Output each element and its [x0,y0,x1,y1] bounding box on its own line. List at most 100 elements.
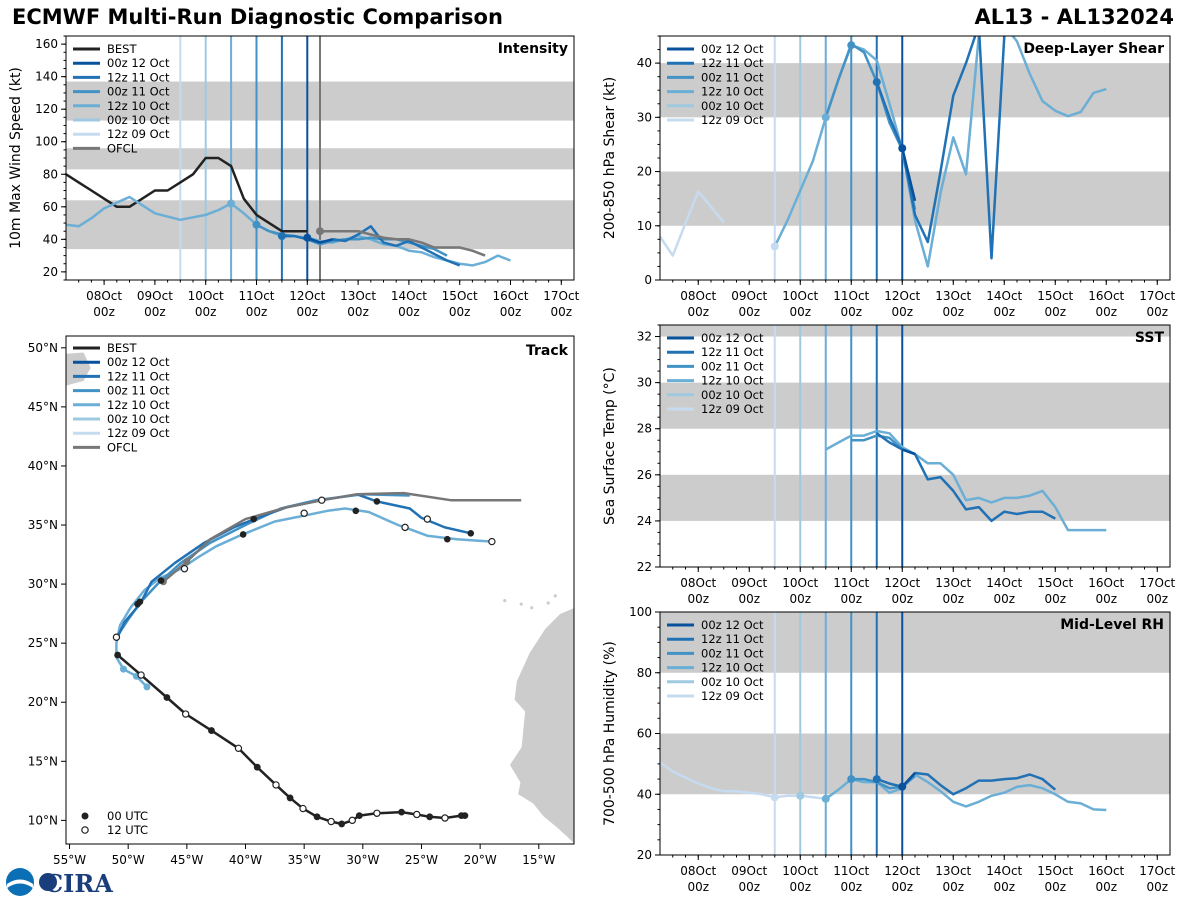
track-12utc-marker [423,515,432,523]
sst-ytick-label: 30 [637,376,652,390]
rh-marker-12z-09-oct [770,793,779,802]
intensity-legend-label: 00z 12 Oct [107,56,170,70]
intensity-xtick-label-hour: 00z [500,305,522,319]
cira-globe-icon [39,873,57,891]
shear-series-12z-09-oct [660,190,725,257]
shear-marker-00z-11-oct [847,41,856,50]
rh-xtick-label-hour: 00z [738,880,760,894]
shear-legend-label: 12z 10 Oct [701,85,764,99]
sst-legend-label: 00z 12 Oct [701,331,764,345]
rh-legend-label: 00z 10 Oct [701,675,764,689]
shear-ytick-label: 40 [637,56,652,70]
rh-xtick-label-date: 15Oct [1037,864,1073,878]
rh-xtick-label-date: 12Oct [884,864,920,878]
intensity-title: Intensity [498,41,568,57]
shear-legend-label: 12z 11 Oct [701,56,764,70]
sst-xtick-label-hour: 00z [993,592,1015,606]
track-line-best [116,654,465,826]
track-00utc-marker [467,529,475,537]
track-legend-12utc-label: 12 UTC [107,823,148,837]
track-plot-area [66,352,574,844]
sst-xtick-label-hour: 00z [1095,592,1117,606]
canary-island [546,601,550,605]
shear-xtick-label-hour: 00z [891,305,913,319]
intensity-series-best [66,156,308,233]
intensity-ytick-label: 120 [35,102,58,116]
shear-ytick-label: 20 [637,165,652,179]
rh-band [660,612,1170,673]
intensity-panel: 20 40 60 80 100 120 140 160 08Oct 00z 09Oct 00z 10Oc… [8,35,580,319]
sst-band [660,382,1170,429]
sst-series-12z-10-oct [825,429,1107,532]
intensity-xtick-label-hour: 00z [93,305,115,319]
sst-xtick-label-hour: 00z [1044,592,1066,606]
sst-xtick-label-date: 16Oct [1088,576,1124,590]
track-frame [65,335,575,845]
shear-xtick-label-hour: 00z [840,305,862,319]
track-lon-label: 50°W [112,853,145,867]
track-lat-label: 20°N [28,695,58,709]
shear-xtick-label-hour: 00z [738,305,760,319]
intensity-series-ofcl [320,229,486,257]
rh-xtick-label-date: 08Oct [680,864,716,878]
rh-marker-00z-12-oct [898,782,907,791]
shear-ytick-label: 0 [644,273,652,287]
intensity-legend-label: 00z 11 Oct [107,85,170,99]
rh-xtick-label-hour: 00z [789,880,811,894]
intensity-xtick-label-hour: 00z [551,305,573,319]
sst-legend-label: 12z 10 Oct [701,374,764,388]
sst-xtick-label-hour: 00z [1146,592,1168,606]
track-legend-label: OFCL [107,440,138,454]
rh-xtick-label-date: 09Oct [731,864,767,878]
sst-band [660,474,1170,521]
shear-ylabel: 200-850 hPa Shear (kt) [602,77,618,239]
track-line-ofcl [162,491,522,583]
sst-legend-label: 00z 11 Oct [701,359,764,373]
rh-xtick-label-date: 14Oct [986,864,1022,878]
track-dot-12z-10-oct [143,683,151,691]
rh-xtick-label-hour: 00z [891,880,913,894]
shear-legend-label: 00z 12 Oct [701,42,764,56]
sst-ytick-label: 24 [637,514,652,528]
sst-ytick-label: 28 [637,422,652,436]
intensity-series-00z-12-oct [306,236,334,244]
best-00utc-marker [355,812,363,820]
intensity-xtick-label-date: 10Oct [188,289,224,303]
sst-ytick-label: 32 [637,330,652,344]
rh-xtick-label-date: 13Oct [935,864,971,878]
track-line-12z-11-oct [115,493,472,641]
intensity-marker-00z-11-oct [252,220,261,229]
rh-xtick-label-hour: 00z [993,880,1015,894]
intensity-xtick-label-date: 11Oct [238,289,274,303]
track-lat-label: 35°N [28,518,58,532]
intensity-marker-12z-10-oct [227,199,236,208]
best-00utc-marker [208,727,215,734]
intensity-xtick-label-hour: 00z [347,305,369,319]
shear-xtick-label-hour: 00z [1044,305,1066,319]
shear-xtick-label-hour: 00z [942,305,964,319]
sst-title: SST [1135,330,1165,346]
shear-xtick-label-date: 13Oct [935,289,971,303]
best-00utc-marker [163,694,171,701]
intensity-legend-label: 12z 09 Oct [107,127,170,141]
rh-ytick-label: 40 [637,787,652,801]
intensity-legend-label: 12z 10 Oct [107,99,170,113]
rh-ytick-label: 60 [637,727,652,741]
rh-ytick-label: 100 [629,605,652,619]
rh-ylabel: 700-500 hPa Humidity (%) [602,641,618,826]
sst-xtick-label-hour: 00z [789,592,811,606]
noaa-wave-icon [7,879,33,888]
rh-xtick-label-hour: 00z [1095,880,1117,894]
best-12utc-marker [413,810,421,819]
track-12utc-marker [300,509,308,517]
track-line-12z-10-oct [115,507,492,688]
best-12utc-marker [441,814,449,822]
track-lon-label: 40°W [229,853,262,867]
sst-panel: 22 24 26 28 30 32 08Oct 00z 09Oct 00z 10Oct 00z 11Oc… [602,324,1176,606]
track-lon-label: 55°W [53,853,86,867]
shear-band [660,63,1170,118]
track-00utc-marker [239,531,247,538]
track-lat-label: 30°N [28,577,58,591]
shear-marker-12z-10-oct [821,113,830,122]
sst-legend-label: 12z 11 Oct [701,345,764,359]
